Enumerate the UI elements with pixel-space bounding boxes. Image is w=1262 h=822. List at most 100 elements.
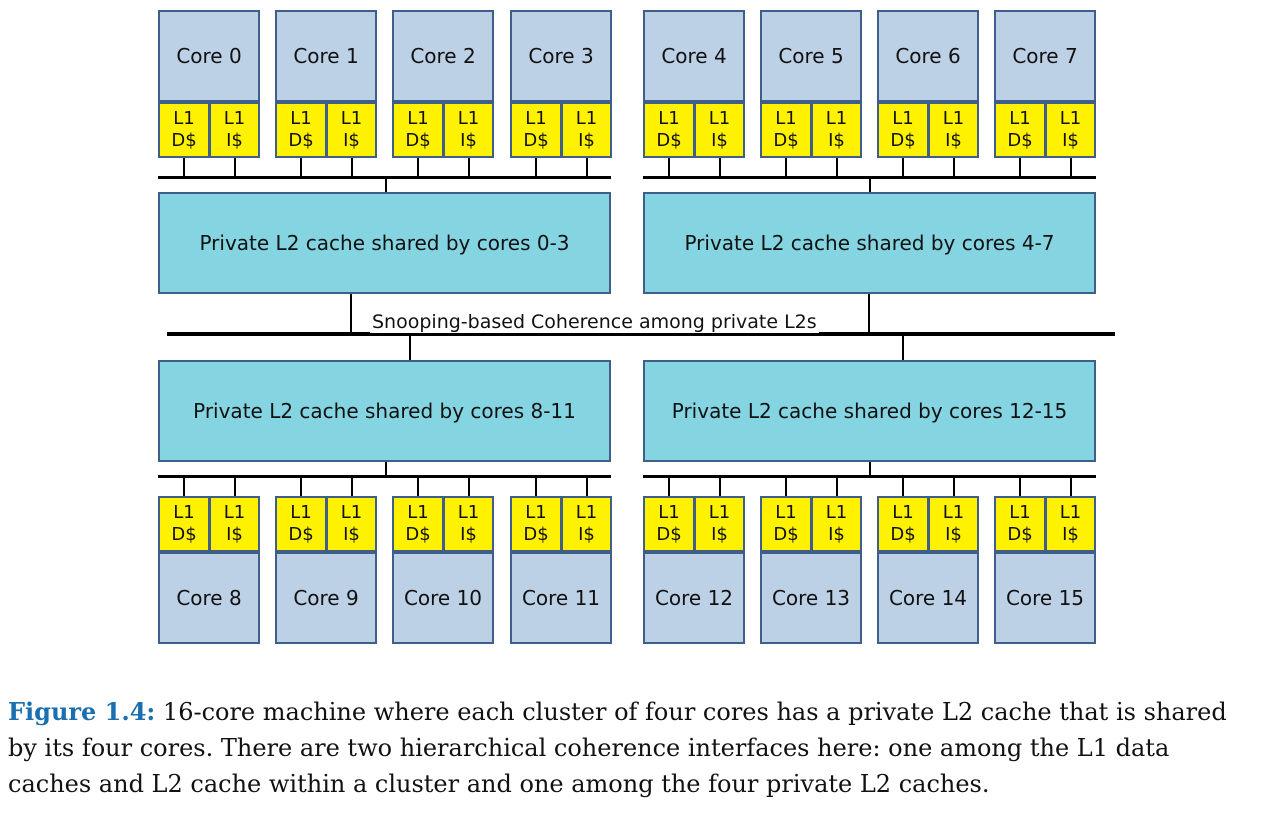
connector xyxy=(719,477,721,497)
connector xyxy=(1070,158,1072,178)
connector xyxy=(719,158,721,178)
connector xyxy=(409,334,411,360)
core-box: Core 0 xyxy=(158,10,260,102)
cluster-bus xyxy=(643,475,1096,478)
core-box: Core 11 xyxy=(510,552,612,644)
l2-cache-box: Private L2 cache shared by cores 0-3 xyxy=(158,192,611,294)
connector xyxy=(953,158,955,178)
l1-data-cache: L1 D$ xyxy=(643,102,695,158)
core-box: Core 14 xyxy=(877,552,979,644)
l1-data-cache: L1 D$ xyxy=(994,496,1046,552)
connector xyxy=(468,158,470,178)
core-box: Core 5 xyxy=(760,10,862,102)
l1-instruction-cache: L1 I$ xyxy=(811,496,862,552)
connector xyxy=(586,158,588,178)
core-box: Core 9 xyxy=(275,552,377,644)
connector xyxy=(785,158,787,178)
core-box: Core 8 xyxy=(158,552,260,644)
l1-data-cache: L1 D$ xyxy=(510,102,562,158)
l1-instruction-cache: L1 I$ xyxy=(811,102,862,158)
connector xyxy=(417,158,419,178)
l1-data-cache: L1 D$ xyxy=(275,102,327,158)
connector xyxy=(183,477,185,497)
l1-instruction-cache: L1 I$ xyxy=(443,496,494,552)
connector xyxy=(535,158,537,178)
connector xyxy=(1019,158,1021,178)
connector xyxy=(953,477,955,497)
l1-instruction-cache: L1 I$ xyxy=(928,496,979,552)
l2-cache-box: Private L2 cache shared by cores 8-11 xyxy=(158,360,611,462)
figure-caption: Figure 1.4: 16-core machine where each c… xyxy=(8,694,1258,802)
l1-data-cache: L1 D$ xyxy=(510,496,562,552)
coherence-bus xyxy=(167,332,1115,336)
figure-label: Figure 1.4: xyxy=(8,697,156,726)
connector xyxy=(300,477,302,497)
connector xyxy=(351,158,353,178)
l1-instruction-cache: L1 I$ xyxy=(561,496,612,552)
connector xyxy=(535,477,537,497)
l2-cache-box: Private L2 cache shared by cores 12-15 xyxy=(643,360,1096,462)
l1-data-cache: L1 D$ xyxy=(760,102,812,158)
core-box: Core 12 xyxy=(643,552,745,644)
l1-instruction-cache: L1 I$ xyxy=(1045,496,1096,552)
core-box: Core 6 xyxy=(877,10,979,102)
l2-cache-box: Private L2 cache shared by cores 4-7 xyxy=(643,192,1096,294)
l1-data-cache: L1 D$ xyxy=(275,496,327,552)
connector xyxy=(869,462,871,476)
cluster-bus xyxy=(158,475,611,478)
connector xyxy=(868,294,870,334)
connector xyxy=(350,294,352,334)
connector xyxy=(468,477,470,497)
connector xyxy=(234,158,236,178)
cluster-bus xyxy=(158,176,611,179)
cache-hierarchy-diagram: Private L2 cache shared by cores 12-15 Pr… xyxy=(158,10,1115,644)
l1-instruction-cache: L1 I$ xyxy=(443,102,494,158)
l1-data-cache: L1 D$ xyxy=(994,102,1046,158)
l1-data-cache: L1 D$ xyxy=(877,102,929,158)
core-box: Core 2 xyxy=(392,10,494,102)
core-box: Core 4 xyxy=(643,10,745,102)
core-box: Core 3 xyxy=(510,10,612,102)
core-box: Core 10 xyxy=(392,552,494,644)
l1-data-cache: L1 D$ xyxy=(392,496,444,552)
connector xyxy=(351,477,353,497)
connector xyxy=(417,477,419,497)
coherence-bus-label: Snooping-based Coherence among private L… xyxy=(370,311,819,333)
connector xyxy=(668,158,670,178)
connector xyxy=(586,477,588,497)
l1-instruction-cache: L1 I$ xyxy=(928,102,979,158)
connector xyxy=(385,178,387,192)
connector xyxy=(1019,477,1021,497)
core-box: Core 13 xyxy=(760,552,862,644)
connector xyxy=(902,158,904,178)
figure-caption-text: 16-core machine where each cluster of fo… xyxy=(8,698,1227,798)
l1-instruction-cache: L1 I$ xyxy=(326,102,377,158)
connector xyxy=(836,477,838,497)
l1-data-cache: L1 D$ xyxy=(643,496,695,552)
l1-instruction-cache: L1 I$ xyxy=(209,102,260,158)
l1-data-cache: L1 D$ xyxy=(877,496,929,552)
l1-data-cache: L1 D$ xyxy=(158,102,210,158)
connector xyxy=(234,477,236,497)
l1-instruction-cache: L1 I$ xyxy=(694,496,745,552)
connector xyxy=(385,462,387,476)
connector xyxy=(668,477,670,497)
connector xyxy=(836,158,838,178)
l1-instruction-cache: L1 I$ xyxy=(694,102,745,158)
core-box: Core 15 xyxy=(994,552,1096,644)
connector xyxy=(183,158,185,178)
connector xyxy=(902,334,904,360)
l1-data-cache: L1 D$ xyxy=(158,496,210,552)
core-box: Core 7 xyxy=(994,10,1096,102)
l1-instruction-cache: L1 I$ xyxy=(326,496,377,552)
l1-instruction-cache: L1 I$ xyxy=(1045,102,1096,158)
l1-data-cache: L1 D$ xyxy=(392,102,444,158)
connector xyxy=(300,158,302,178)
l1-instruction-cache: L1 I$ xyxy=(561,102,612,158)
cluster-bus xyxy=(643,176,1096,179)
connector xyxy=(1070,477,1072,497)
connector xyxy=(869,178,871,192)
l1-data-cache: L1 D$ xyxy=(760,496,812,552)
connector xyxy=(785,477,787,497)
core-box: Core 1 xyxy=(275,10,377,102)
